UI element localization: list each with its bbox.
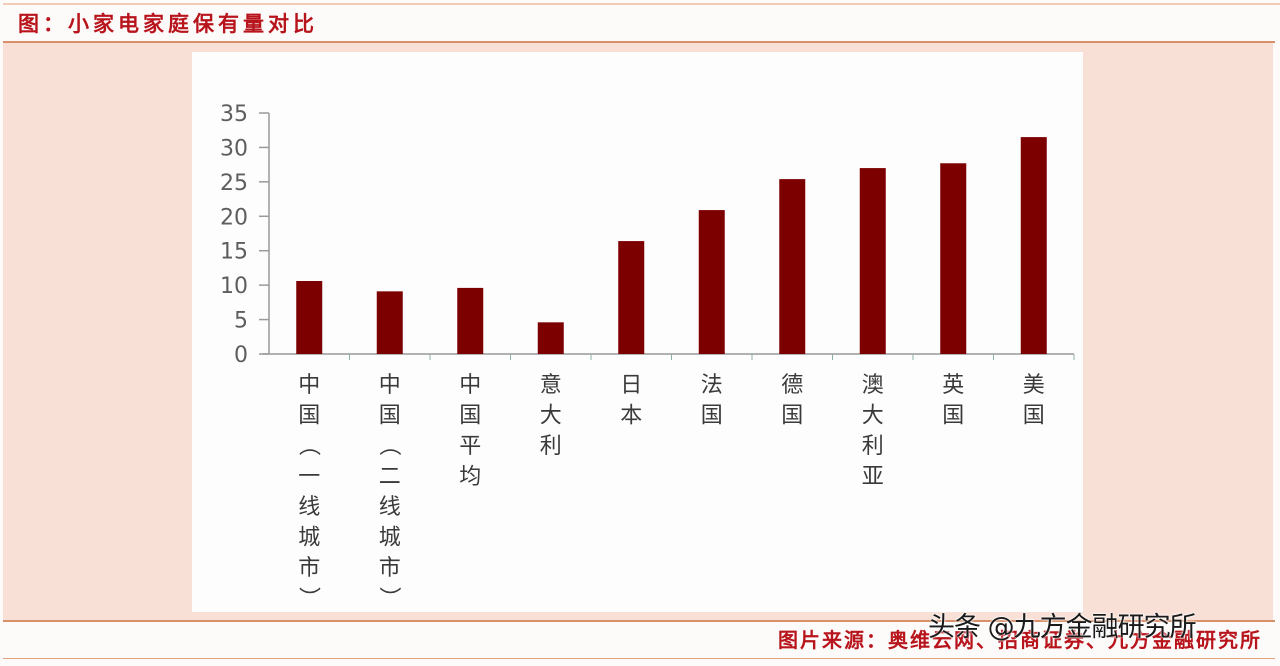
chart-area: 0 5 10 15 20 25 30 35 中国（一线城市）中国（二线城市）中国平均意大利日本法…	[192, 52, 1083, 612]
footer-divider-top	[3, 620, 1275, 622]
category-label-char: 均	[459, 465, 481, 490]
category-label-char: 国	[942, 404, 964, 429]
bar	[859, 168, 886, 354]
bar	[537, 322, 564, 354]
bar	[1020, 137, 1047, 354]
category-label-char: 利	[540, 434, 562, 459]
category-label-char: 英	[942, 373, 964, 398]
category-label-char: 亚	[862, 465, 884, 490]
bar	[940, 163, 967, 354]
category-label-char: 市	[379, 556, 401, 581]
category-label-char: 国	[459, 404, 481, 429]
category-label-char: 中	[379, 373, 401, 398]
bar	[296, 281, 323, 354]
bar	[457, 287, 484, 354]
figure-title: 图：小家电家庭保有量对比	[18, 11, 318, 36]
category-label-char: 市	[298, 556, 320, 581]
category-label-char: ）	[376, 586, 401, 608]
category-label-char: ）	[295, 586, 320, 608]
bar	[376, 291, 403, 354]
title-divider	[3, 41, 1275, 43]
y-tick-label: 0	[234, 343, 248, 368]
y-tick-label: 25	[220, 171, 248, 196]
category-label-char: 城	[298, 526, 320, 551]
category-label-char: 利	[862, 434, 884, 459]
category-label-char: 德	[781, 373, 803, 398]
category-label-char: 城	[379, 526, 401, 551]
category-label-char: 国	[1023, 404, 1045, 429]
bar	[698, 210, 725, 354]
category-label-char: 线	[298, 495, 320, 520]
category-label-char: 二	[379, 465, 401, 490]
category-label-char: （	[295, 434, 320, 456]
y-tick-label: 35	[220, 102, 248, 127]
category-label-char: 中	[459, 373, 481, 398]
bar	[618, 241, 645, 354]
category-label-char: 美	[1023, 373, 1045, 398]
category-label-char: 线	[379, 495, 401, 520]
y-tick-label: 10	[220, 274, 248, 299]
category-label-char: 一	[298, 465, 320, 490]
top-border	[3, 3, 1280, 5]
y-tick-label: 20	[220, 205, 248, 230]
category-label-char: 平	[459, 434, 481, 459]
category-label-char: 中	[298, 373, 320, 398]
bar-chart: 05101520253035中国（一线城市）中国（二线城市）中国平均意大利日本法…	[220, 102, 1075, 609]
y-tick-label: 15	[220, 240, 248, 265]
category-label-char: 大	[862, 404, 884, 429]
bar	[779, 179, 806, 354]
category-label-char: 日	[620, 373, 642, 398]
category-label-char: 国	[781, 404, 803, 429]
category-label-char: 澳	[862, 373, 884, 398]
watermark: 头条 @九方金融研究所	[928, 612, 1197, 643]
category-label-char: （	[376, 434, 401, 456]
category-label-char: 大	[540, 404, 562, 429]
category-label-char: 国	[379, 404, 401, 429]
category-label-char: 意	[540, 373, 562, 398]
category-label-char: 本	[620, 404, 642, 429]
category-label-char: 国	[298, 404, 320, 429]
y-tick-label: 5	[234, 309, 248, 334]
category-label-char: 国	[701, 404, 723, 429]
y-tick-label: 30	[220, 136, 248, 161]
footer-divider-bottom	[3, 658, 1275, 659]
category-label-char: 法	[701, 373, 723, 398]
source-note: 图片来源：奥维云网、招商证券、九方金融研究所	[778, 628, 1262, 652]
